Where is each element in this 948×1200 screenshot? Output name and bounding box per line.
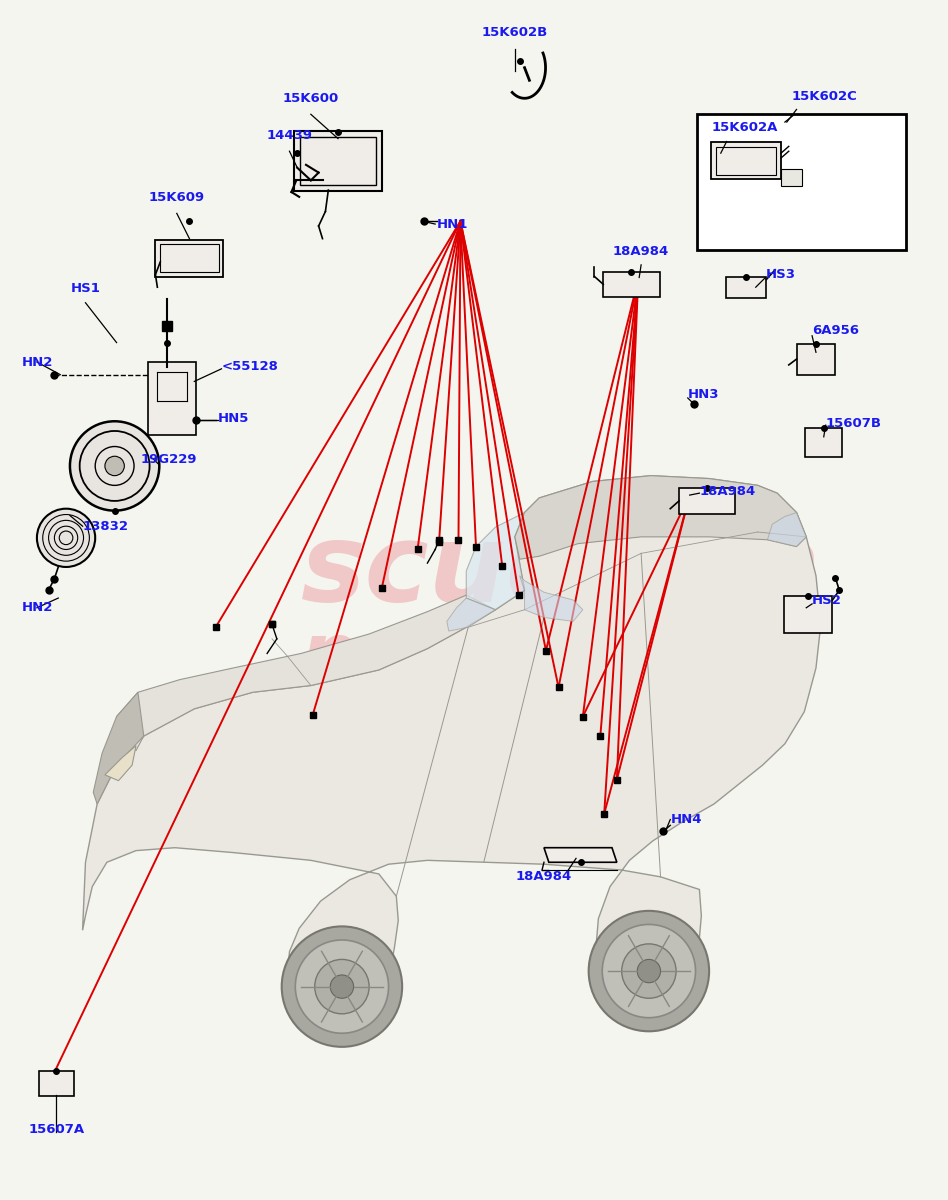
Text: scuderia: scuderia [301,518,822,624]
Text: 15K602C: 15K602C [792,90,857,103]
Circle shape [602,924,696,1018]
Text: 15607A: 15607A [28,1123,84,1135]
Text: 15607B: 15607B [826,416,882,430]
Bar [679,488,736,514]
Bar [698,114,906,251]
Polygon shape [82,475,821,1003]
Polygon shape [105,745,136,781]
Text: 19G229: 19G229 [141,452,197,466]
Polygon shape [520,576,583,622]
Circle shape [282,926,402,1046]
Bar [711,143,781,179]
Text: 14439: 14439 [266,128,313,142]
Polygon shape [447,598,496,631]
Text: 13832: 13832 [82,520,129,533]
Bar [39,1072,74,1097]
Bar [716,148,776,174]
Text: 15K602B: 15K602B [482,25,548,38]
Text: 15K602A: 15K602A [712,121,778,133]
Circle shape [105,456,124,475]
Text: HN4: HN4 [670,814,702,826]
Circle shape [589,911,709,1031]
Bar [294,131,382,191]
Text: 18A984: 18A984 [613,245,669,258]
Circle shape [622,944,676,998]
Polygon shape [117,595,496,750]
Text: 15K609: 15K609 [149,191,205,204]
Bar [796,343,835,374]
Bar [155,240,224,276]
Polygon shape [93,692,144,804]
Circle shape [37,509,95,566]
Text: parts: parts [301,619,539,697]
Text: <55128: <55128 [222,360,279,373]
Polygon shape [515,475,806,559]
Bar [160,245,219,271]
Bar [603,271,660,296]
Text: 15K600: 15K600 [283,91,339,104]
Circle shape [330,974,354,998]
Text: HN2: HN2 [22,355,53,368]
Text: HS3: HS3 [765,268,795,281]
Bar [725,276,766,298]
Polygon shape [767,512,806,546]
Text: HN2: HN2 [22,601,53,614]
Text: HN3: HN3 [687,388,720,401]
Text: 18A984: 18A984 [516,870,572,883]
Circle shape [296,940,389,1033]
Text: 6A956: 6A956 [812,324,859,337]
Circle shape [637,960,661,983]
Bar [781,169,802,186]
Text: 18A984: 18A984 [700,485,756,498]
Bar [805,428,842,457]
Circle shape [70,421,159,511]
Text: HS2: HS2 [812,594,842,606]
Polygon shape [544,847,617,863]
Text: HS1: HS1 [70,282,100,295]
Polygon shape [466,512,524,610]
Text: HN1: HN1 [437,217,468,230]
Bar [784,596,832,634]
Bar [301,137,376,185]
Circle shape [315,960,369,1014]
Text: HN5: HN5 [218,412,249,425]
Polygon shape [148,362,196,434]
